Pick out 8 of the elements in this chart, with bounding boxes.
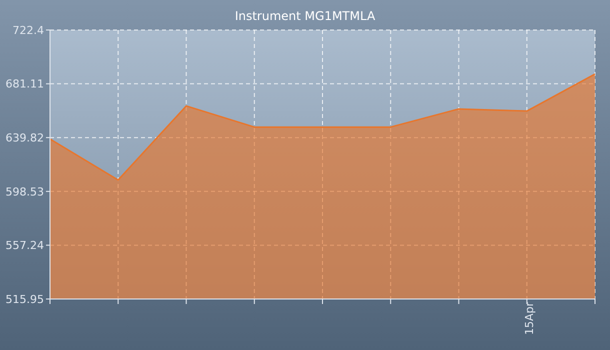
y-tick-label: 557.24 [6,239,44,252]
x-tick-label: 15Apr [522,302,536,336]
y-tick-label: 681.11 [6,78,44,91]
chart-title: Instrument MG1MTMLA [234,9,376,23]
y-tick-label: 722.4 [12,24,44,37]
y-tick-label: 639.82 [6,132,44,145]
y-tick-label: 598.53 [6,185,44,198]
y-tick-label: 515.95 [6,292,44,306]
